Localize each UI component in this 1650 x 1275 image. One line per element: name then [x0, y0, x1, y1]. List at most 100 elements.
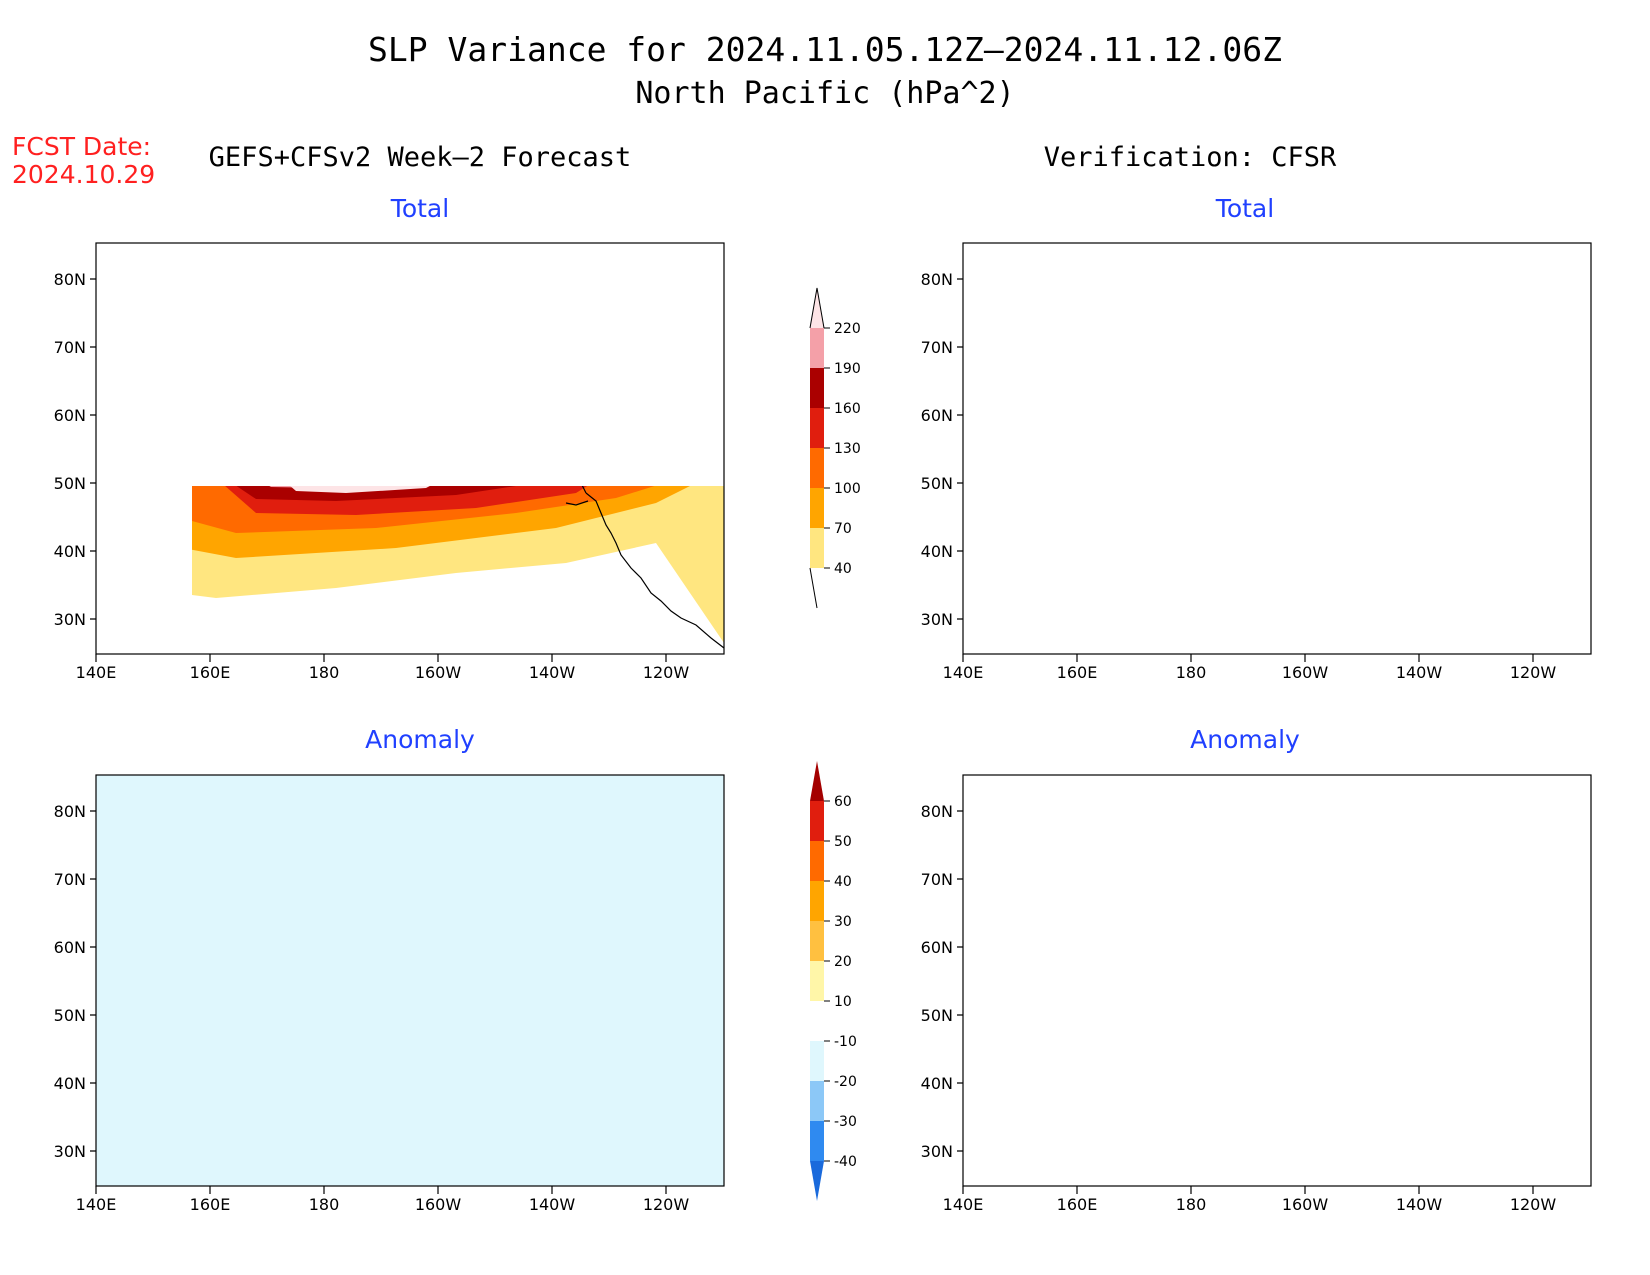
colorbar-box	[810, 1121, 824, 1161]
lon-tick-label: 120W	[643, 1195, 690, 1214]
panel-title-verification-total: Total	[1215, 194, 1275, 223]
lon-tick-label: 160E	[1057, 1195, 1098, 1214]
colorbar-tail	[809, 567, 818, 609]
left-column-label: GEFS+CFSv2 Week–2 Forecast	[208, 142, 632, 173]
lat-tick-label: 40N	[921, 1074, 953, 1093]
lon-tick-label: 140W	[1396, 663, 1443, 682]
colorbar-box	[810, 1081, 824, 1121]
lon-tick-label: 140E	[76, 1195, 117, 1214]
colorbar-label: 70	[834, 521, 852, 537]
colorbar-label: 160	[834, 401, 861, 417]
colorbar-box	[810, 921, 824, 961]
lon-tick-label: 160W	[1282, 1195, 1329, 1214]
lat-tick-label: 60N	[54, 938, 86, 957]
right-column-label: Verification: CFSR	[1043, 142, 1337, 173]
lon-tick-label: 120W	[643, 663, 690, 682]
colorbar-box	[810, 801, 824, 841]
lat-tick-label: 70N	[54, 338, 86, 357]
colorbar-box	[810, 881, 824, 921]
lon-tick-label: 140W	[529, 1195, 576, 1214]
verification-anomaly-map	[956, 774, 1592, 1195]
colorbar-label: 60	[834, 794, 852, 810]
lat-tick-label: 80N	[54, 802, 86, 821]
forecast-anomaly-map	[89, 774, 725, 1195]
colorbar-label: 40	[834, 874, 852, 890]
main-subtitle: North Pacific (hPa^2)	[635, 76, 1015, 111]
main-title: SLP Variance for 2024.11.05.12Z–2024.11.…	[368, 30, 1282, 69]
colorbar-label: 100	[834, 481, 861, 497]
lon-tick-label: 140E	[76, 663, 117, 682]
colorbar-box	[810, 448, 824, 488]
lon-tick-label: 160E	[190, 663, 231, 682]
lon-tick-label: 160W	[415, 1195, 462, 1214]
colorbar-box	[810, 528, 824, 568]
colorbar-box	[810, 368, 824, 408]
lon-tick-label: 140E	[943, 663, 984, 682]
colorbar-label: 30	[834, 914, 852, 930]
fcst-date-value: 2024.10.29	[12, 160, 156, 189]
colorbar-label: -40	[834, 1154, 857, 1170]
colorbar-box	[810, 841, 824, 881]
lon-tick-label: 180	[1176, 663, 1207, 682]
colorbar-label: 20	[834, 954, 852, 970]
total-colorbar: 220 190 160 130 100 70 40	[809, 287, 861, 609]
colorbar-box	[810, 328, 824, 368]
lat-tick-label: 80N	[54, 270, 86, 289]
colorbar-label: 50	[834, 834, 852, 850]
lon-tick-label: 180	[309, 1195, 340, 1214]
forecast-total-map	[89, 242, 725, 663]
panel-title-verification-anomaly: Anomaly	[1190, 725, 1300, 754]
lon-tick-label: 120W	[1510, 663, 1557, 682]
anomaly-colorbar: 60 50 40 30 20 10 -10 -20 -30 -40	[810, 761, 857, 1201]
colorbar-label: 220	[834, 321, 861, 337]
lon-tick-label: 160W	[1282, 663, 1329, 682]
lon-tick-label: 160E	[190, 1195, 231, 1214]
colorbar-box	[810, 961, 824, 1001]
verification-total-map	[956, 242, 1592, 663]
lat-tick-label: 30N	[54, 1142, 86, 1161]
lon-tick-label: 180	[1176, 1195, 1207, 1214]
colorbar-label: -20	[834, 1074, 857, 1090]
lon-tick-label: 160E	[1057, 663, 1098, 682]
colorbar-box	[810, 1001, 824, 1041]
colorbar-cap-bottom	[810, 1161, 824, 1201]
colorbar-box	[810, 1041, 824, 1081]
lat-tick-label: 60N	[921, 406, 953, 425]
colorbar-cap-top	[810, 761, 824, 801]
colorbar-box	[810, 488, 824, 528]
lon-tick-label: 140E	[943, 1195, 984, 1214]
lon-tick-label: 120W	[1510, 1195, 1557, 1214]
colorbar-label: 130	[834, 441, 861, 457]
colorbar-label: 190	[834, 361, 861, 377]
lon-tick-label: 180	[309, 663, 340, 682]
lat-tick-label: 50N	[54, 1006, 86, 1025]
panel-title-forecast-total: Total	[390, 194, 450, 223]
lat-tick-label: 60N	[54, 406, 86, 425]
lat-tick-label: 50N	[921, 1006, 953, 1025]
colorbar-box	[810, 408, 824, 448]
lon-tick-label: 140W	[1396, 1195, 1443, 1214]
lat-tick-label: 70N	[54, 870, 86, 889]
lat-tick-label: 80N	[921, 802, 953, 821]
lat-tick-label: 30N	[921, 610, 953, 629]
fcst-date-label: FCST Date:	[12, 132, 152, 161]
lon-tick-label: 160W	[415, 663, 462, 682]
panel-title-forecast-anomaly: Anomaly	[365, 725, 475, 754]
colorbar-cap	[810, 288, 824, 328]
colorbar-label: 10	[834, 994, 852, 1010]
lat-tick-label: 40N	[54, 542, 86, 561]
colorbar-label: 40	[834, 561, 852, 577]
lat-tick-label: 50N	[54, 474, 86, 493]
colorbar-label: -10	[834, 1034, 857, 1050]
lat-tick-label: 70N	[921, 338, 953, 357]
colorbar-cap-outline	[809, 287, 825, 329]
lat-tick-label: 70N	[921, 870, 953, 889]
axis-labels: 140E 160E 180 160W 140W 120W 140E 160E 1…	[54, 270, 1557, 1214]
colorbar-label: -30	[834, 1114, 857, 1130]
lat-tick-label: 30N	[54, 610, 86, 629]
lat-tick-label: 60N	[921, 938, 953, 957]
lat-tick-label: 80N	[921, 270, 953, 289]
lon-tick-label: 140W	[529, 663, 576, 682]
lat-tick-label: 40N	[54, 1074, 86, 1093]
